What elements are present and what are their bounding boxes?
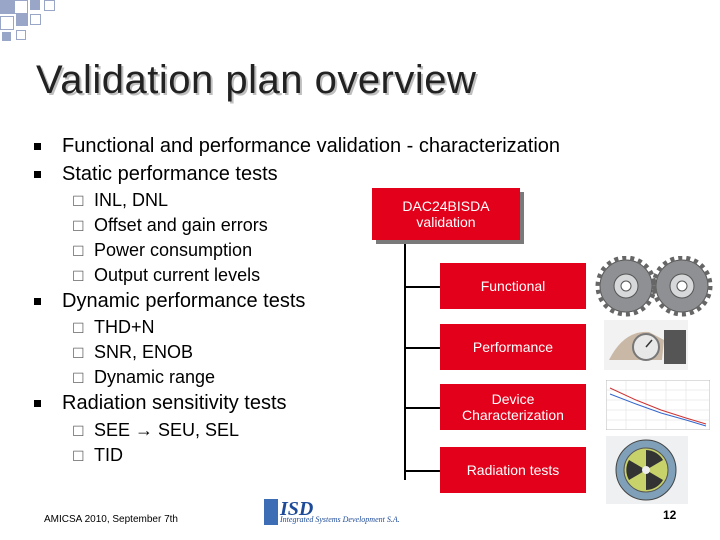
tree-branch [404,347,440,349]
bullet-marker [34,400,41,407]
sub-bullet: ☐ THD+N [72,317,155,337]
isd-logo-graphic: ISD Integrated Systems Development S.A. [264,498,400,525]
sub-bullet: ☐ Offset and gain errors [72,215,268,235]
checkbox-icon: ☐ [72,243,85,259]
characterization-plot-icon [606,380,710,430]
sub-bullet: ☐ SNR, ENOB [72,342,194,362]
checkbox-icon: ☐ [72,448,85,464]
root-box: DAC24BISDA validation [372,188,520,240]
isd-logo: ISD Integrated Systems Development S.A. [264,493,459,532]
radiation-tests-box: Radiation tests [440,447,586,493]
gears-icon [595,256,713,317]
sub-bullet: ☐ Output current levels [72,265,261,285]
sub-bullet: ☐ Power consumption [72,240,253,260]
sub-bullet: ☐ TID [72,445,123,465]
bullet-marker [34,171,41,178]
sub-bullet: ☐ INL, DNL [72,190,169,210]
bullet-functional: Functional and performance validation - … [34,135,560,158]
device-characterization-box: Device Characterization [440,384,586,430]
checkbox-icon: ☐ [72,193,85,209]
tree-branch [404,286,440,288]
bullet-dynamic: Dynamic performance tests [34,290,305,313]
checkbox-icon: ☐ [72,218,85,234]
bullet-marker [34,298,41,305]
bullet-marker [34,143,41,150]
svg-text:ISD: ISD [279,498,313,520]
stopwatch-hand-icon [604,320,688,370]
bullet-static: Static performance tests [34,163,278,186]
checkbox-icon: ☐ [72,370,85,386]
svg-text:Integrated Systems Development: Integrated Systems Development S.A. [279,515,400,524]
checkbox-icon: ☐ [72,320,85,336]
functional-box: Functional [440,263,586,309]
performance-box: Performance [440,324,586,370]
radiation-chamber-icon [606,436,688,504]
checkbox-icon: ☐ [72,268,85,284]
footer-text: AMICSA 2010, September 7th [44,514,178,525]
slide-title: Validation plan overview [36,58,477,102]
bullet-radiation: Radiation sensitivity tests [34,392,287,415]
checkbox-icon: ☐ [72,423,85,439]
sub-bullet: ☐ SEE → SEU, SEL [72,420,240,440]
checkbox-icon: ☐ [72,345,85,361]
tree-branch [404,470,440,472]
tree-branch [404,407,440,409]
tree-trunk [404,240,406,480]
sub-bullet: ☐ Dynamic range [72,367,216,387]
page-number: 12 [663,508,677,522]
